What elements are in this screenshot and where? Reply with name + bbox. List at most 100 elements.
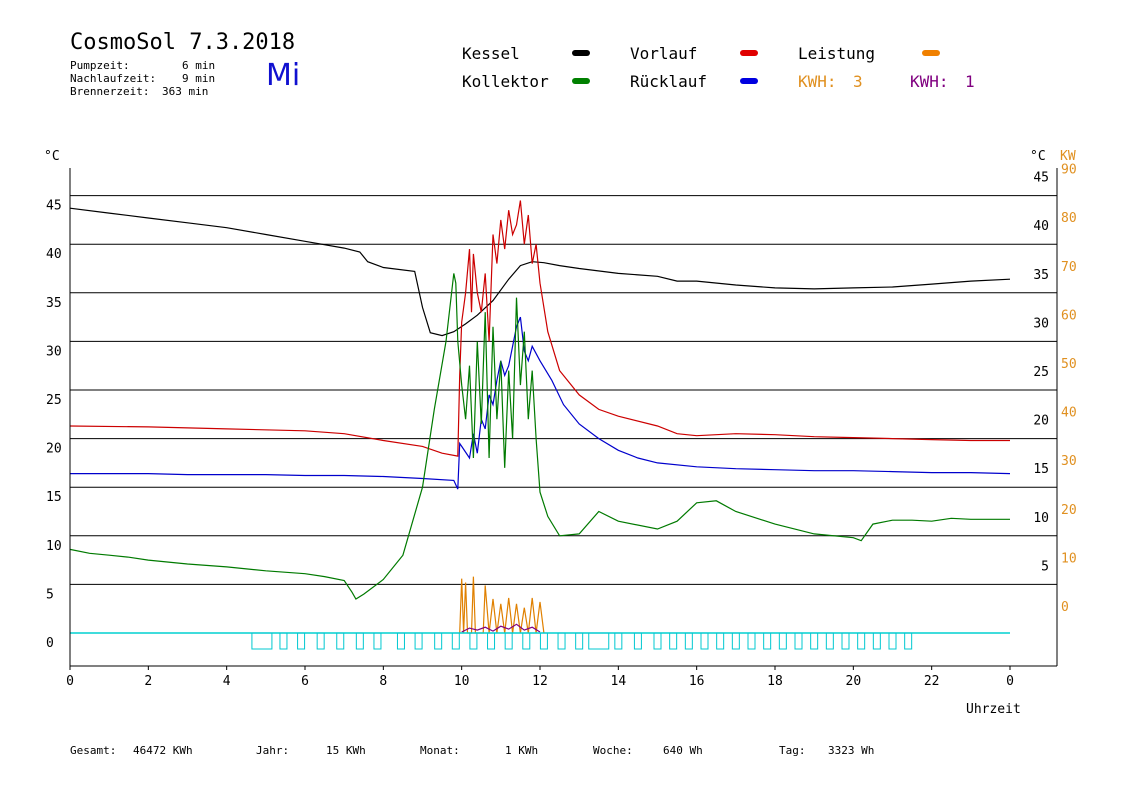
pump-marker — [434, 632, 443, 650]
x-tick-label: 18 — [767, 674, 783, 689]
pump-marker — [669, 632, 678, 650]
y-tick-label-kw: 40 — [1061, 406, 1077, 421]
series-line-kessel — [69, 207, 1011, 337]
x-tick-label: 6 — [301, 674, 309, 689]
legend-kwh-purple-label: KWH: — [910, 72, 949, 91]
x-axis-label: Uhrzeit — [966, 702, 1021, 717]
pump-marker — [487, 632, 496, 650]
legend-kollektor-swatch — [572, 78, 590, 84]
y-tick-label-left: 25 — [46, 393, 62, 408]
pump-marker — [355, 632, 364, 650]
footer-monat-value: 1 KWh — [505, 744, 539, 757]
pump-marker — [522, 632, 531, 650]
x-tick-label: 20 — [846, 674, 862, 689]
footer-gesamt-value: 46472 KWh — [133, 744, 193, 757]
x-tick-label: 0 — [66, 674, 74, 689]
pump-marker — [539, 632, 548, 650]
y-tick-label-kw: 30 — [1061, 454, 1077, 469]
series-line-kollektor — [69, 273, 1010, 600]
pump-marker — [778, 632, 787, 650]
y-tick-label-left: 35 — [46, 296, 62, 311]
pump-marker — [316, 632, 325, 650]
x-tick-label: 0 — [1006, 674, 1014, 689]
series-line-vorlauf — [69, 200, 1010, 457]
y-tick-label-kw: 10 — [1061, 551, 1077, 566]
y-tick-label-right: 15 — [1033, 462, 1049, 477]
pump-marker — [794, 632, 803, 650]
stat-brennerzeit-label: Brennerzeit: — [70, 85, 150, 98]
stat-nachlaufzeit-value: 9 min — [182, 72, 216, 85]
y-tick-label-left: 5 — [46, 587, 54, 602]
y-tick-label-kw: 60 — [1061, 308, 1077, 323]
pump-marker — [716, 632, 725, 650]
footer-monat-label: Monat: — [420, 744, 460, 757]
y-tick-label-kw: 20 — [1061, 503, 1077, 518]
legend-vorlauf-swatch — [740, 50, 758, 56]
stat-pumpzeit-value: 6 min — [182, 59, 216, 72]
weekday-label: Mi — [266, 58, 301, 93]
pump-marker — [653, 632, 662, 650]
y-tick-label-left: 15 — [46, 490, 62, 505]
footer-woche-label: Woche: — [593, 744, 633, 757]
stat-pumpzeit-label: Pumpzeit: — [70, 59, 130, 72]
x-tick-label: 2 — [144, 674, 152, 689]
pump-marker — [872, 632, 881, 650]
pump-marker — [451, 632, 460, 650]
pump-marker — [731, 632, 740, 650]
x-tick-label: 10 — [454, 674, 470, 689]
legend-ruecklauf-swatch — [740, 78, 758, 84]
y-tick-label-right: 5 — [1041, 559, 1049, 574]
series-line-r-cklauf — [70, 316, 1011, 490]
legend-kessel-swatch — [572, 50, 590, 56]
pump-marker — [904, 632, 913, 650]
pump-marker — [504, 632, 513, 650]
pump-marker — [575, 632, 584, 650]
legend-kwh-purple-value: 1 — [965, 72, 975, 91]
pump-marker — [614, 632, 623, 650]
pump-marker — [857, 632, 866, 650]
y-tick-label-left: 45 — [46, 199, 62, 214]
pump-marker — [469, 632, 478, 650]
y-tick-label-right: 40 — [1033, 219, 1049, 234]
y-tick-label-kw: 90 — [1061, 163, 1077, 178]
series-line-kwh-linie — [461, 623, 541, 633]
pump-marker — [279, 632, 288, 650]
x-tick-label: 16 — [689, 674, 705, 689]
x-tick-label: 12 — [532, 674, 548, 689]
legend-leistung-swatch — [922, 50, 940, 56]
pump-marker — [297, 632, 306, 650]
legend-leistung-label: Leistung — [798, 44, 876, 63]
pump-marker — [633, 632, 642, 650]
x-tick-label: 4 — [223, 674, 231, 689]
y-tick-label-right: 30 — [1033, 316, 1049, 331]
pump-marker — [557, 632, 566, 650]
y-tick-label-left: 40 — [46, 247, 62, 262]
y-tick-label-left: 30 — [46, 344, 62, 359]
footer-woche-value: 640 Wh — [663, 744, 703, 757]
y-axis-kw-unit: KW — [1060, 149, 1076, 164]
y-axis-right-unit: °C — [1030, 149, 1046, 164]
footer-gesamt-label: Gesamt: — [70, 744, 117, 757]
legend-kwh-orange-label: KWH: — [798, 72, 837, 91]
y-tick-label-right: 35 — [1033, 268, 1049, 283]
pump-marker — [841, 632, 850, 650]
x-tick-label: 8 — [379, 674, 387, 689]
y-axis-left-unit: °C — [44, 149, 60, 164]
pump-marker — [373, 632, 382, 650]
pump-marker — [825, 632, 834, 650]
footer-jahr-label: Jahr: — [256, 744, 290, 757]
footer-tag-label: Tag: — [779, 744, 806, 757]
pump-marker — [396, 632, 405, 650]
pump-marker — [684, 632, 693, 650]
y-tick-label-left: 10 — [46, 539, 62, 554]
y-tick-label-kw: 0 — [1061, 600, 1069, 615]
y-tick-label-right: 10 — [1033, 511, 1049, 526]
page-title: CosmoSol 7.3.2018 — [70, 30, 296, 55]
stat-nachlaufzeit-label: Nachlaufzeit: — [70, 72, 157, 85]
pump-marker — [810, 632, 819, 650]
series-line-leistung — [459, 576, 545, 634]
pump-marker — [336, 632, 345, 650]
y-tick-label-kw: 80 — [1061, 211, 1077, 226]
pump-marker — [588, 632, 610, 650]
